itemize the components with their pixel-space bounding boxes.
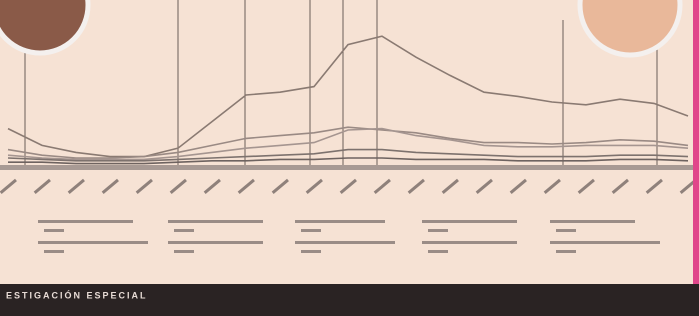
section-label: ESTIGACIÓN ESPECIAL [6,289,148,300]
baseline [0,165,699,170]
page: {"chart_data":{"type":"line", "categorie… [0,0,699,316]
edge-strip [693,0,699,284]
chart: ESTIGACIÓN ESPECIAL [0,0,699,316]
